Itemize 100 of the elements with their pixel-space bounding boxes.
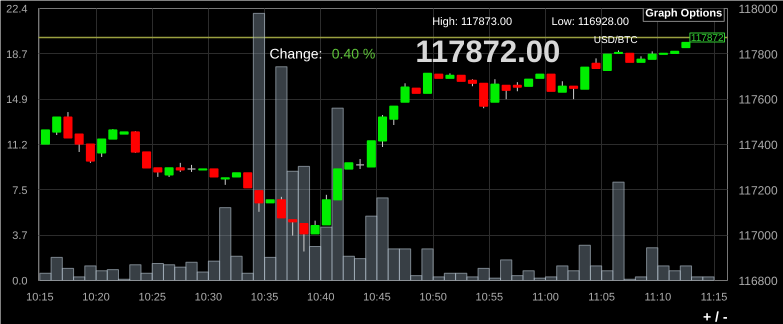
candlestick [389,106,398,126]
bar [601,270,614,280]
ref-line-label: 117872 [690,33,724,44]
annotation: Change: [269,45,322,62]
bar [286,170,299,280]
candlestick [52,116,62,136]
bar [421,248,434,280]
x-tick-label: 10:15 [26,292,54,304]
candlestick [243,172,252,188]
x-tick-label: 10:25 [138,292,166,304]
bar [556,265,568,280]
bar [578,244,591,280]
candlestick [502,84,511,100]
candlestick [130,130,140,154]
bar [444,272,456,280]
x-tick-label: 10:45 [363,292,391,304]
candlestick [400,82,410,103]
bar [230,256,243,280]
y-tick-label: 14.9 [6,94,28,106]
bar [39,272,52,280]
annotation: High: 117873.00 [432,16,512,28]
x-tick-label: 11:05 [588,292,615,304]
bar [646,247,658,280]
candlestick [378,114,388,148]
candlestick [422,72,432,94]
candlestick [479,82,488,109]
bar [308,246,322,280]
x-tick-label: 11:00 [532,292,559,304]
candlestick [580,66,590,90]
bar [478,268,490,280]
x-tick-label: 11:15 [700,292,728,304]
candlestick [356,158,365,170]
candlestick [569,86,578,100]
bar [50,256,63,280]
bar [488,278,502,280]
candlestick [546,74,556,92]
bar [242,272,254,280]
bar [388,248,400,280]
candlestick [490,78,500,103]
y2-tick-label: 117200 [738,183,778,198]
annotation: 0.40 % [332,45,376,62]
x-tick-label: 10:55 [476,292,504,304]
bar [455,272,468,280]
bar [612,182,625,280]
candlestick [176,162,185,172]
candlestick [299,223,308,252]
y2-tick-label: 117400 [738,138,778,152]
candlestick [63,112,72,139]
bar [668,270,681,280]
bar [84,265,97,280]
bar [129,264,142,280]
x-tick-label: 10:35 [250,292,278,304]
y2-tick-label: 117000 [738,228,778,243]
candlestick [108,128,118,140]
bar [208,260,220,280]
bar [500,259,512,280]
y2-tick-label: 118000 [738,2,778,16]
bar [298,166,310,280]
bar [657,265,670,280]
y-tick-label: 18.7 [6,48,28,61]
y2-tick-label: 117600 [738,92,778,107]
x-tick-label: 11:10 [644,292,672,304]
candlestick [288,219,298,236]
bar [590,265,602,280]
x-tick-label: 10:50 [419,292,447,304]
y2-tick-label: 116800 [738,274,778,288]
candlestick [74,133,84,152]
bar [252,12,266,280]
candlestick [254,190,264,212]
bar [511,275,524,280]
y2-tick-label: 117800 [738,47,778,62]
y-tick-label: 3.7 [12,230,28,242]
candlestick [558,80,567,93]
bar [106,269,119,280]
bar [691,276,704,280]
bar [162,264,176,280]
annotation: 117872.00 [415,34,560,69]
bar [219,207,232,280]
candlestick [512,82,522,92]
bar [432,276,445,280]
x-tick-label: 10:40 [307,292,335,304]
bar [365,216,378,280]
bar [174,266,186,280]
candlestick [592,58,601,69]
x-tick-label: 10:20 [82,292,110,304]
bar [522,270,535,280]
bar [680,265,692,280]
y-tick-label: 0.0 [12,276,28,288]
bar [275,66,288,280]
bar [140,272,153,280]
candlestick [97,138,106,158]
candlestick [40,129,50,145]
bar [354,258,366,280]
annotation: Low: 116928.00 [552,16,630,28]
annotation: USD/BTC [594,35,638,46]
bar [342,256,355,280]
bar [534,278,546,280]
annotation: Graph Options [645,7,722,20]
y-tick-label: 7.5 [12,184,28,197]
candlestick [310,220,320,234]
